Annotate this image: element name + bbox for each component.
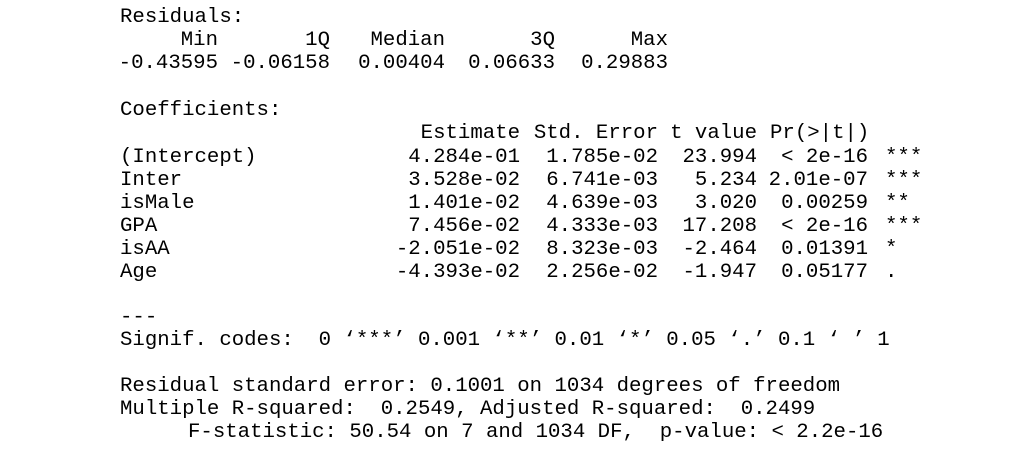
cell: -1.947 (682, 261, 758, 284)
cell: 5.234 (694, 169, 757, 192)
residual-value: -0.06158 (230, 52, 330, 75)
cell: 1.785e-02 (546, 146, 658, 169)
cell: 7.456e-02 (408, 215, 520, 238)
cell: 0.00259 (781, 192, 868, 215)
row-name: GPA (120, 215, 158, 238)
cell: 2.256e-02 (546, 261, 658, 284)
signif-stars: *** (885, 215, 923, 238)
cell: 4.284e-01 (408, 146, 520, 169)
signif-stars: *** (885, 169, 923, 192)
residual-value: -0.43595 (118, 52, 218, 75)
cell: 0.05177 (781, 261, 868, 284)
column-header: t value (670, 122, 757, 145)
signif-stars: ** (885, 192, 910, 215)
cell: 23.994 (682, 146, 758, 169)
signif-stars: * (885, 238, 898, 261)
cell: 4.333e-03 (546, 215, 658, 238)
summary-line: Residual standard error: 0.1001 on 1034 … (120, 375, 841, 398)
residuals-title: Residuals: (120, 6, 245, 29)
row-name: Inter (120, 169, 183, 192)
residual-value: 0.06633 (468, 52, 555, 75)
residual-value: 0.00404 (358, 52, 445, 75)
separator: --- (120, 306, 158, 329)
cell: 3.020 (694, 192, 757, 215)
cell: 8.323e-03 (546, 238, 658, 261)
row-name: isAA (120, 238, 170, 261)
column-header: Std. Error (533, 122, 658, 145)
residual-header: Max (630, 29, 668, 52)
cell: -2.464 (682, 238, 758, 261)
cell: -2.051e-02 (395, 238, 520, 261)
residual-header: 1Q (305, 29, 330, 52)
summary-line: Multiple R-squared: 0.2549, Adjusted R-s… (120, 398, 816, 421)
cell: < 2e-16 (781, 146, 868, 169)
row-name: Age (120, 261, 158, 284)
cell: 0.01391 (781, 238, 868, 261)
row-name: isMale (120, 192, 195, 215)
cell: 17.208 (682, 215, 758, 238)
column-header: Estimate (420, 122, 520, 145)
summary-line: F-statistic: 50.54 on 7 and 1034 DF, p-v… (188, 421, 884, 444)
residual-header: Median (370, 29, 446, 52)
cell: 3.528e-02 (408, 169, 520, 192)
residual-header: Min (180, 29, 218, 52)
coefficients-title: Coefficients: (120, 99, 282, 122)
residual-header: 3Q (530, 29, 555, 52)
row-name: (Intercept) (120, 146, 257, 169)
signif-stars: . (885, 261, 898, 284)
cell: -4.393e-02 (395, 261, 520, 284)
residual-value: 0.29883 (581, 52, 668, 75)
column-header: Pr(>|t|) (770, 122, 870, 145)
cell: < 2e-16 (781, 215, 868, 238)
signif-stars: *** (885, 146, 923, 169)
cell: 2.01e-07 (768, 169, 868, 192)
cell: 6.741e-03 (546, 169, 658, 192)
cell: 4.639e-03 (546, 192, 658, 215)
cell: 1.401e-02 (408, 192, 520, 215)
signif-codes: Signif. codes: 0 ‘***’ 0.001 ‘**’ 0.01 ‘… (120, 329, 890, 352)
